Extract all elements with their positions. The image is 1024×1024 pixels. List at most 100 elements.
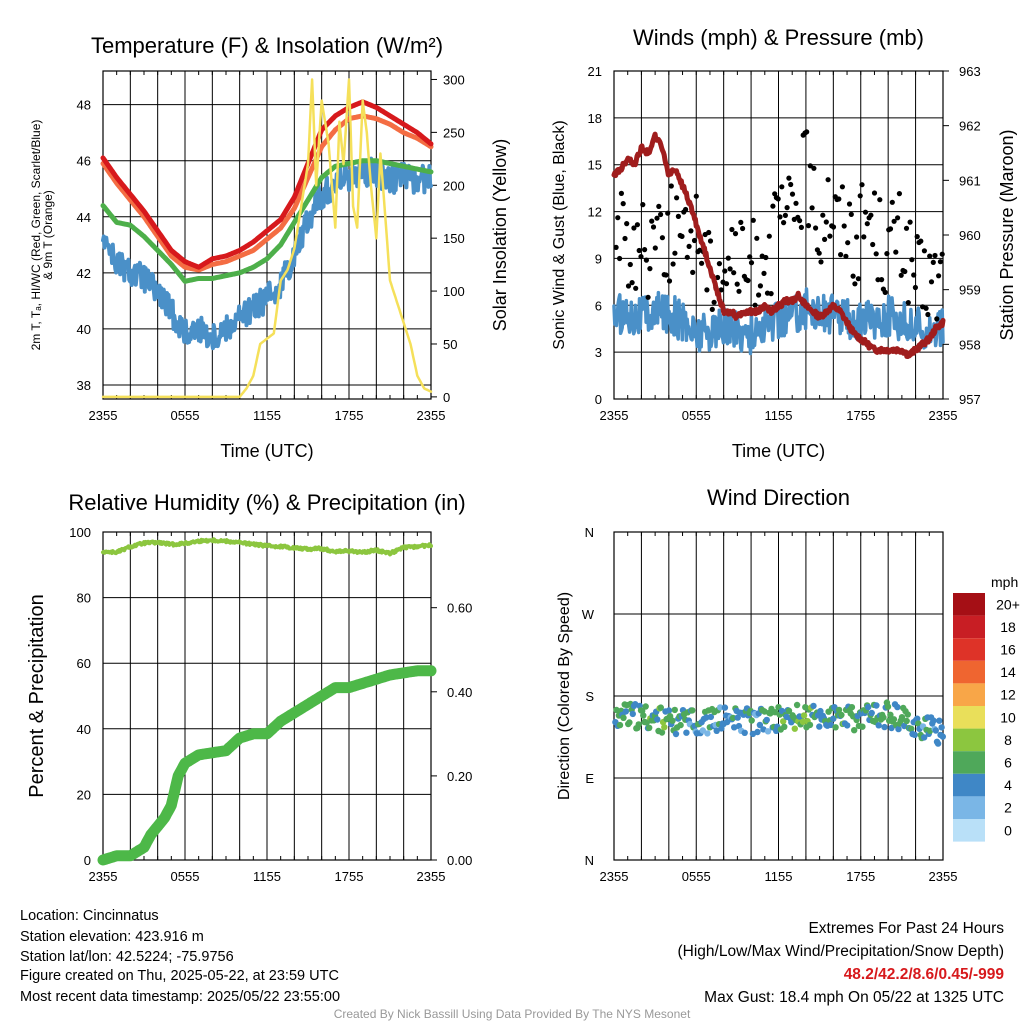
direction-point	[859, 723, 866, 730]
direction-point	[657, 704, 664, 711]
direction-point	[887, 711, 894, 718]
gust-point	[709, 306, 715, 312]
gust-point	[643, 257, 650, 263]
y-tick-label: 40	[77, 322, 91, 337]
gust-point	[684, 254, 690, 260]
gust-point	[615, 215, 621, 221]
gust-point	[838, 252, 844, 258]
direction-point	[717, 704, 724, 711]
y-tick-label: 100	[69, 525, 91, 540]
series-line-hi-wc-blue-	[101, 156, 433, 351]
direction-point	[817, 707, 824, 715]
gust-point	[877, 197, 883, 203]
gust-point	[891, 218, 897, 224]
direction-point	[806, 721, 814, 729]
y-tick-label: 18	[588, 111, 602, 126]
direction-point	[780, 718, 787, 725]
x-tick-label: 1755	[335, 869, 364, 884]
gust-point	[781, 220, 787, 226]
gust-point	[911, 272, 917, 278]
y-right-tick-label: 200	[443, 178, 465, 193]
direction-point	[626, 719, 633, 726]
legend-swatch	[953, 751, 985, 774]
direction-point	[915, 720, 922, 727]
gust-point	[723, 281, 730, 287]
direction-point	[848, 704, 856, 711]
legend-label: 2	[1004, 800, 1012, 816]
gust-point	[909, 257, 915, 263]
gust-point	[761, 270, 767, 276]
y-tick-label: 44	[77, 210, 91, 225]
gust-point	[939, 251, 945, 257]
gust-point	[857, 193, 863, 199]
gust-point	[843, 253, 849, 259]
x-tick-label: 0555	[682, 869, 711, 884]
gust-point	[793, 200, 799, 206]
gust-point	[879, 277, 885, 283]
y-tick-label: 0	[595, 392, 602, 407]
direction-point	[646, 724, 653, 731]
gust-point	[862, 209, 869, 215]
x-tick-label: 2355	[600, 869, 629, 884]
x-tick-label: 1155	[253, 408, 281, 423]
gust-point	[704, 287, 710, 293]
legend-swatch	[953, 638, 985, 661]
y-tick-label: 15	[588, 158, 602, 173]
y-tick-label: 0	[84, 853, 91, 868]
legend-swatch	[953, 660, 985, 684]
y-right-tick-label: 957	[959, 392, 981, 407]
y-right-tick-label: 958	[959, 337, 981, 352]
y-axis-label: Sonic Wind & Gust (Blue, Black)	[551, 120, 568, 349]
y-tick-label: N	[585, 525, 594, 540]
gust-point	[624, 221, 630, 227]
x-tick-label: 1155	[253, 869, 281, 884]
gust-point	[848, 211, 854, 217]
gust-point	[779, 184, 785, 190]
direction-point	[844, 722, 851, 729]
series-line-9m-t-orange-	[100, 113, 434, 273]
legend-label: 6	[1004, 755, 1012, 771]
y-right-tick-label: 961	[959, 173, 981, 188]
x-tick-label: 0555	[682, 408, 711, 423]
gust-point	[895, 215, 901, 221]
x-axis-label: Time (UTC)	[732, 441, 825, 461]
series-line-td-green-	[100, 158, 434, 284]
gust-point	[927, 253, 933, 259]
gust-point	[902, 268, 908, 275]
gust-point	[907, 219, 913, 225]
gust-point	[620, 201, 626, 207]
extremes-values: 48.2/42.2/8.6/0.45/-999	[843, 966, 1004, 983]
direction-point	[873, 702, 880, 709]
gust-point	[820, 212, 826, 218]
direction-point	[932, 727, 939, 734]
legend-swatch	[953, 773, 985, 797]
x-tick-label: 1755	[335, 408, 364, 423]
gust-point	[647, 266, 653, 272]
gust-point	[649, 218, 655, 224]
gust-point	[854, 234, 860, 240]
y-tick-label: 21	[588, 64, 602, 79]
legend-label: 10	[1000, 709, 1016, 725]
direction-point	[880, 714, 887, 721]
y-right-tick-label: 0.60	[447, 601, 472, 616]
chart-title: Relative Humidity (%) & Precipitation (i…	[68, 490, 465, 515]
gust-point	[811, 165, 817, 171]
gust-point	[640, 202, 646, 208]
gust-point	[652, 245, 658, 251]
direction-point	[620, 714, 627, 721]
gust-point	[859, 182, 865, 188]
direction-point	[894, 703, 901, 711]
direction-point	[665, 707, 673, 714]
y-axis-label: Direction (Colored By Speed)	[556, 592, 573, 800]
gust-point	[634, 222, 641, 228]
direction-point	[865, 703, 872, 711]
x-tick-label: 0555	[171, 869, 200, 884]
gust-point	[788, 181, 794, 188]
direction-point	[642, 703, 649, 710]
x-tick-label: 1755	[846, 408, 875, 423]
series-line-2m-t-red-	[100, 99, 434, 270]
y-tick-label: 20	[77, 787, 91, 802]
gust-point	[918, 238, 924, 244]
gust-point	[629, 280, 635, 286]
